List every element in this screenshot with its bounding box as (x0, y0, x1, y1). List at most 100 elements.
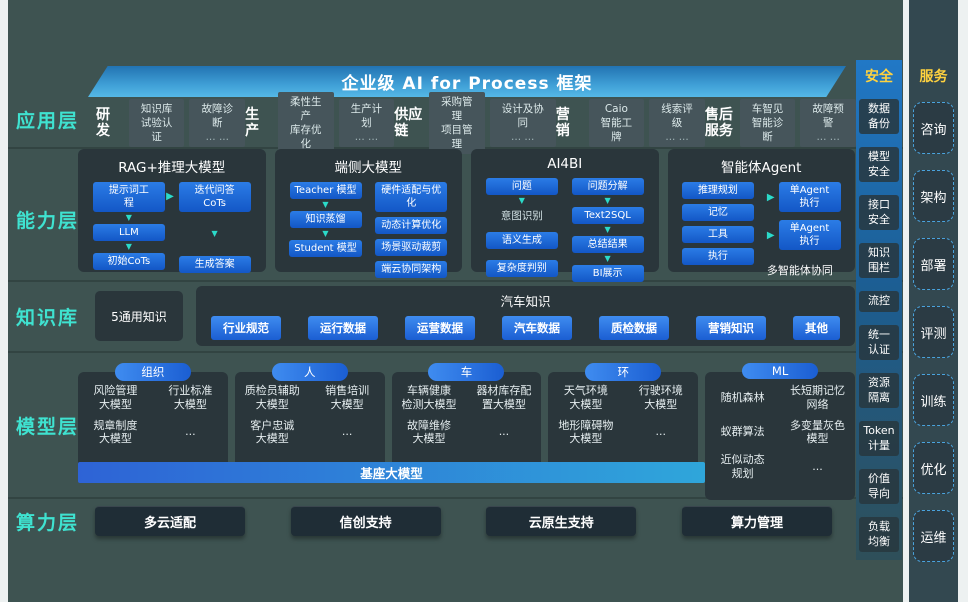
layer-label-capability: 能力层 (16, 210, 80, 232)
arrow-down-icon: ▼ (125, 213, 132, 222)
app-chip-line: ... ... (354, 131, 379, 144)
app-chip: 故障预警 ... ... (800, 98, 856, 148)
model-group-header: 人 (271, 363, 348, 381)
security-column-header: 安全 (865, 69, 893, 85)
layer-label-compute: 算力层 (16, 512, 80, 534)
service-item-training: 训练 (913, 374, 954, 426)
app-chip-line: 项目管理 (441, 124, 473, 151)
arrow-down-icon: ▼ (211, 229, 218, 238)
arrow-down-icon: ▼ (322, 229, 329, 238)
arrow-down-icon: ▼ (322, 200, 329, 209)
app-group-rnd: 研发 知识库 试验认证 故障诊断 ... ... (96, 98, 246, 148)
compute-layer-row: 多云适配 信创支持 云原生支持 算力管理 (95, 506, 832, 536)
app-chip: 生产计划 ... ... (338, 98, 395, 148)
app-chip: Caio 智能工牌 (588, 98, 645, 148)
compute-item-power-mgmt: 算力管理 (681, 506, 832, 536)
app-chip: 设计及协同 ... ... (489, 98, 556, 148)
model-item: 风险管理 大模型 (93, 384, 138, 411)
service-item-architecture: 架构 (913, 170, 954, 222)
model-group-environment: 环 天气环境 大模型 行驶环境 大模型 地形障碍物 大模型 ... (548, 363, 699, 468)
model-item: 随机森林 (720, 390, 765, 404)
model-group-header: 车 (428, 363, 505, 381)
service-panel-bg (909, 0, 958, 602)
banner-title: 企业级 AI for Process 框架 (341, 74, 593, 94)
security-item-load-balancing: 负载 均衡 (859, 517, 899, 552)
node-prompt-engineering: 提示词工 程 (92, 182, 165, 212)
model-group-ml: ML 随机森林 长短期记忆 网络 蚁群算法 多变量灰色 模型 近似动态 规划 .… (705, 363, 855, 500)
model-item: ... (185, 425, 196, 439)
app-chip-line: Caio (604, 102, 628, 115)
app-chip-line: 故障诊断 (201, 102, 234, 129)
model-item: 规章制度 大模型 (93, 418, 138, 446)
app-chip: 线索评级 ... ... (649, 98, 705, 148)
service-item-deployment: 部署 (913, 238, 954, 290)
knowledge-pill: 营销知识 (696, 316, 766, 340)
knowledge-pill-row: 行业规范 运行数据 运营数据 汽车数据 质检数据 营销知识 其他 (196, 310, 855, 340)
node-question: 问题 (485, 178, 558, 195)
arrow-down-icon: ▼ (125, 242, 132, 251)
app-chip-line: 智能工牌 (600, 116, 633, 144)
app-chip: 采购管理 项目管理 (428, 91, 485, 155)
model-group-header: ML (742, 363, 819, 379)
security-item-model-security: 模型 安全 (859, 147, 899, 183)
arrow-right-icon: ▶ (766, 191, 775, 203)
node-iterative-cots: 迭代问答 CoTs (178, 182, 251, 212)
security-item-knowledge-guardrail: 知识 围栏 (859, 243, 899, 279)
layer-label-model: 模型层 (16, 416, 80, 438)
security-item-flow-control: 流控 (859, 291, 899, 312)
auto-knowledge-title: 汽车知识 (500, 294, 551, 309)
cap-box-edge-model: 端侧大模型 Teacher 模型 ▼ 知识蒸馏 ▼ Student 模型 硬件适… (274, 149, 462, 278)
security-item-resource-isolation: 资源 隔离 (859, 373, 899, 408)
app-group-label: 营销 (555, 106, 570, 139)
layer-divider (8, 351, 903, 353)
arrow-right-icon: ▶ (166, 191, 174, 202)
security-item-data-backup: 数据 备份 (859, 99, 899, 135)
cap-box-rag: RAG+推理大模型 提示词工 程 ▼ LLM ▼ 初始CoTs 迭代问答 CoT… (78, 149, 266, 273)
security-item-token-metering: Token 计量 (859, 421, 899, 456)
node-question-decompose: 问题分解 (571, 178, 644, 195)
security-column: 安全 数据 备份 模型 安全 接口 安全 知识 围栏 流控 统一 认证 资源 隔… (856, 60, 902, 560)
app-group-marketing: 营销 Caio 智能工牌 线索评级 ... ... (555, 98, 705, 148)
node-single-agent-exec: 单Agent 执行 (778, 182, 841, 212)
node-bi-display: BI展示 (571, 265, 644, 282)
model-item: ... (655, 425, 666, 439)
cap-box-ai4bi: AI4BI 问题 ▼ 意图识别 语义生成 复杂度判别 问题分解 ▼ Text2S… (471, 149, 659, 282)
model-item: 客户忠诚 大模型 (250, 418, 295, 446)
app-chip-line: 柔性生产 (289, 95, 322, 122)
app-chip-line: 采购管理 (441, 95, 473, 122)
node-scenario-pruning: 场景驱动裁剪 (375, 239, 448, 256)
auto-knowledge-box: 汽车知识 行业规范 运行数据 运营数据 汽车数据 质检数据 营销知识 其他 (196, 286, 855, 346)
node-llm: LLM (92, 224, 165, 241)
cap-box-agent: 智能体Agent 推理规划 记忆 工具 执行 ▶ 单Agent 执行 ▶ 单Ag… (667, 149, 855, 277)
model-item: 近似动态 规划 (720, 453, 765, 480)
cap-box-title: 智能体Agent (721, 160, 802, 176)
node-reasoning-planning: 推理规划 (681, 182, 754, 199)
app-chip-line: 智能诊断 (751, 116, 784, 144)
model-item: ... (812, 459, 823, 473)
node-summarize-results: 总结结果 (571, 236, 644, 253)
node-single-agent-exec: 单Agent 执行 (778, 220, 841, 250)
multi-agent-caption: 多智能体协同 (766, 264, 833, 277)
compute-item-multicloud: 多云适配 (95, 506, 245, 536)
model-item: 行驶环境 大模型 (638, 384, 683, 411)
model-item: 多变量灰色 模型 (790, 418, 846, 446)
app-chip-line: 知识库 (140, 102, 173, 115)
model-group-vehicle: 车 车辆健康 检测大模型 器材库存配 置大模型 故障维修 大模型 ... (391, 363, 542, 468)
knowledge-pill: 运行数据 (308, 316, 378, 340)
model-group-people: 人 质检员辅助 大模型 销售培训 大模型 客户忠诚 大模型 ... (234, 363, 385, 468)
node-semantic-generation: 语义生成 (485, 232, 558, 249)
model-item: 地形障碍物 大模型 (558, 418, 614, 446)
layer-divider (8, 280, 903, 282)
app-group-label: 供应链 (394, 106, 423, 139)
model-item: 车辆健康 检测大模型 (401, 384, 457, 411)
node-text2sql: Text2SQL (571, 207, 644, 224)
node-teacher-model: Teacher 模型 (289, 182, 362, 199)
model-layer-row: 组织 风险管理 大模型 行业标准 大模型 规章制度 大模型 ... 人 质检员辅… (78, 363, 855, 500)
app-chip-line: ... ... (511, 131, 535, 144)
knowledge-pill: 质检数据 (599, 316, 669, 340)
knowledge-pill: 汽车数据 (502, 316, 572, 340)
app-group-label: 售后服务 (704, 106, 733, 139)
app-chip: 故障诊断 ... ... (189, 98, 246, 148)
service-item-consulting: 咨询 (913, 102, 954, 154)
